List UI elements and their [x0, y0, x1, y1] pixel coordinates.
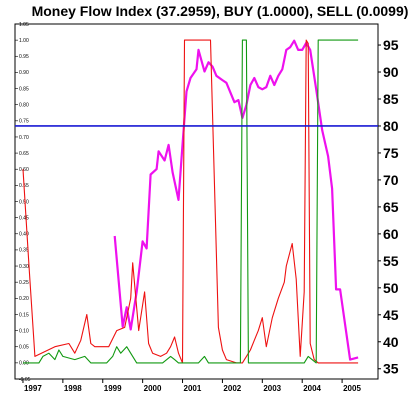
x-tick-label: 1997: [24, 384, 42, 393]
right-tick-label: 45: [383, 307, 399, 323]
chart-title: Money Flow Index (37.2959), BUY (1.0000)…: [32, 3, 409, 19]
series-lines: [22, 39, 359, 364]
left-tick-label: -0.05: [19, 377, 31, 383]
x-tick-label: 2004: [303, 384, 321, 393]
left-tick-label: 0.75: [19, 119, 29, 125]
right-tick-label: 75: [383, 145, 399, 161]
x-tick-label: 2000: [144, 384, 162, 393]
right-tick-label: 65: [383, 199, 399, 215]
x-tick-label: 1998: [64, 384, 82, 393]
buy-signal-line-green: [23, 39, 359, 364]
left-tick-label: 0.10: [19, 328, 29, 334]
x-tick-label: 2001: [184, 384, 202, 393]
right-tick-label: 35: [383, 361, 399, 377]
x-tick-label: 1999: [104, 384, 122, 393]
x-tick-label: 2005: [343, 384, 361, 393]
right-y-axis: 35 40 45 50 55 60 65 70 75 80 85 90 95: [378, 37, 399, 377]
left-tick-label: 0.85: [19, 86, 29, 92]
mfi-line-magenta: [113, 39, 359, 361]
left-tick-label: 0.00: [19, 361, 29, 367]
sell-signal-line-red: [22, 39, 359, 364]
right-tick-label: 95: [383, 37, 399, 53]
left-tick-label: 0.25: [19, 280, 29, 286]
left-tick-label: 0.45: [19, 215, 29, 221]
left-tick-label: 0.05: [19, 345, 29, 351]
left-tick-label: 0.15: [19, 312, 29, 318]
left-tick-label: 0.60: [19, 167, 29, 173]
left-tick-label: 0.30: [19, 264, 29, 270]
left-tick-label: 0.50: [19, 199, 29, 205]
left-tick-label: 0.95: [19, 54, 29, 60]
left-tick-label: 0.80: [19, 102, 29, 108]
left-tick-label: 0.90: [19, 70, 29, 76]
left-tick-label: 0.70: [19, 135, 29, 141]
right-tick-label: 85: [383, 91, 399, 107]
right-tick-label: 90: [383, 64, 399, 80]
right-tick-label: 60: [383, 226, 399, 242]
x-tick-label: 2002: [223, 384, 241, 393]
right-tick-label: 50: [383, 280, 399, 296]
left-tick-label: 0.65: [19, 151, 29, 157]
right-tick-label: 80: [383, 118, 399, 134]
right-tick-label: 40: [383, 334, 399, 350]
right-tick-label: 55: [383, 253, 399, 269]
left-tick-label: 1.00: [19, 38, 29, 44]
plot-frame: [14, 23, 379, 380]
left-tick-label: 0.35: [19, 248, 29, 254]
x-tick-label: 2003: [263, 384, 281, 393]
left-tick-label: 0.20: [19, 296, 29, 302]
right-tick-label: 70: [383, 172, 399, 188]
left-tick-label: 0.40: [19, 232, 29, 238]
x-axis: 1997 1998 1999 2000 2001 2002 2003 2004 2005: [22, 379, 361, 393]
left-tick-label: 1.05: [19, 22, 29, 28]
